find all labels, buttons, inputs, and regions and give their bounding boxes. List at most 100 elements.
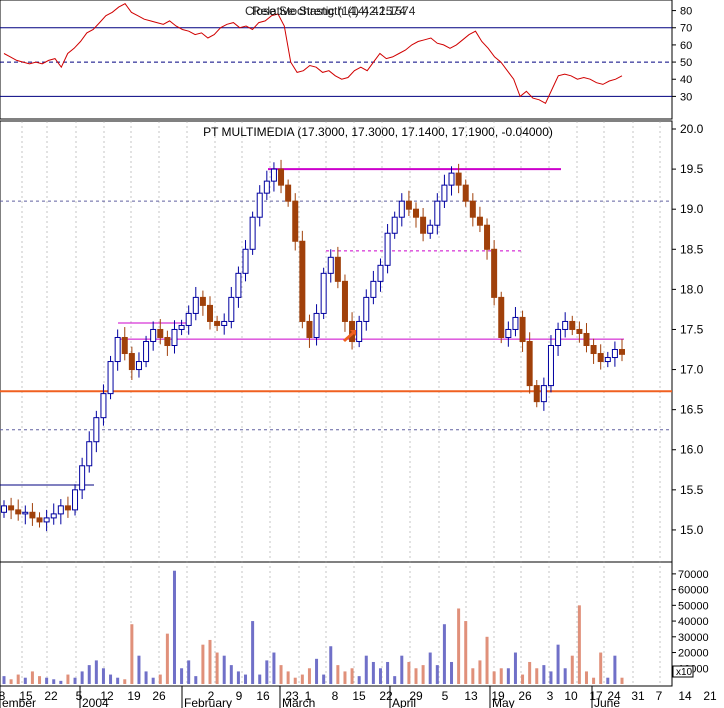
- rsi-series-line: [3, 3, 623, 104]
- volume-bar-62: [442, 624, 446, 684]
- candle-body-28: [199, 296, 206, 306]
- x-axis-labels: 8 15 22 5 12 19 26 2 9 16 23 1 8 15 22 29 5 13 19 26 3 10 17 24…: [0, 686, 717, 708]
- candle-body-35: [249, 216, 256, 250]
- candle-53: [377, 258, 384, 292]
- candle-body-62: [441, 184, 448, 202]
- candle-43: [306, 314, 313, 348]
- candle-32: [228, 286, 235, 329]
- volume-bar-6: [45, 677, 49, 684]
- volume-bar-31: [222, 655, 226, 684]
- candle-4: [29, 503, 36, 526]
- x-day-label-13: 15: [352, 689, 366, 703]
- volume-bar-33: [236, 671, 240, 684]
- volume-bar-3: [23, 677, 27, 684]
- candle-87: [619, 339, 625, 362]
- volume-bar-26: [187, 660, 191, 684]
- candle-80: [569, 315, 576, 336]
- candle-81: [576, 321, 583, 343]
- volume-bar-0: [2, 676, 6, 684]
- candle-2: [15, 499, 22, 521]
- volume-bar-16: [116, 677, 120, 684]
- volume-bars: [2, 570, 624, 684]
- candle-35: [249, 211, 256, 255]
- volume-bar-60: [428, 652, 432, 684]
- candle-62: [441, 174, 448, 208]
- candle-6: [43, 509, 50, 532]
- volume-tick-label-5: 20000: [678, 648, 709, 660]
- candle-54: [384, 224, 391, 274]
- volume-bar-2: [16, 674, 20, 684]
- volume-bar-69: [492, 671, 496, 684]
- vertical-grid: [21, 121, 661, 686]
- x-day-label-25: 7: [656, 689, 663, 703]
- candle-body-39: [278, 168, 285, 186]
- candle-82: [583, 323, 590, 353]
- volume-bar-87: [620, 677, 624, 684]
- volume-bar-15: [109, 674, 113, 684]
- volume-bar-13: [94, 660, 98, 684]
- x-day-label-24: 31: [631, 689, 645, 703]
- candle-body-4: [29, 511, 36, 519]
- candle-body-61: [434, 200, 441, 226]
- price-tick-label-0: 20.0: [680, 122, 704, 136]
- candle-body-13: [93, 417, 100, 443]
- x-month-label-1: 2004: [82, 696, 109, 708]
- x-day-label-9: 16: [256, 689, 270, 703]
- x-day-label-20: 3: [547, 689, 554, 703]
- candle-body-50: [356, 320, 363, 342]
- rsi-tick-label-2: 60: [680, 40, 692, 52]
- x-day-label-26: 14: [678, 689, 692, 703]
- candle-86: [611, 341, 618, 367]
- candle-3: [22, 505, 29, 525]
- volume-bar-50: [357, 676, 361, 684]
- volume-bar-80: [570, 655, 574, 684]
- candle-40: [285, 179, 292, 207]
- candle-51: [363, 289, 370, 331]
- candle-64: [455, 163, 462, 194]
- volume-bar-71: [506, 668, 510, 684]
- volume-bar-75: [535, 668, 539, 684]
- x-day-label-21: 10: [564, 689, 578, 703]
- x-month-label-4: April: [392, 696, 416, 708]
- candle-8: [57, 499, 64, 525]
- volume-bar-9: [66, 674, 70, 684]
- volume-bar-59: [421, 665, 425, 684]
- volume-bar-63: [450, 661, 454, 684]
- volume-bar-25: [180, 668, 184, 684]
- candle-body-51: [363, 296, 370, 322]
- candle-52: [370, 270, 377, 305]
- volume-bar-34: [244, 674, 248, 684]
- candle-body-68: [484, 224, 491, 250]
- candle-17: [121, 327, 128, 361]
- x-month-label-6: June: [594, 696, 620, 708]
- candle-body-87: [619, 349, 625, 355]
- candle-body-29: [207, 304, 213, 322]
- volume-panel-frame: [0, 561, 673, 687]
- volume-bar-85: [606, 677, 610, 684]
- volume-bar-65: [464, 621, 468, 684]
- candle-body-42: [299, 240, 306, 322]
- candle-body-82: [583, 332, 590, 347]
- volume-bar-35: [251, 621, 255, 684]
- volume-bar-44: [315, 658, 319, 684]
- x-month-label-0: ember: [2, 696, 36, 708]
- candle-56: [398, 193, 405, 227]
- x-day-label-11: 1: [305, 689, 312, 703]
- candle-body-74: [526, 340, 533, 387]
- volume-bar-51: [364, 655, 368, 684]
- volume-bar-78: [556, 644, 560, 684]
- candle-body-47: [334, 256, 341, 282]
- price-tick-label-4: 18.0: [680, 282, 704, 296]
- candle-20: [143, 335, 150, 368]
- volume-bar-5: [38, 676, 42, 684]
- volume-multiplier-box: [672, 665, 694, 678]
- candle-73: [519, 310, 526, 352]
- x-day-label-27: 21: [703, 689, 717, 703]
- candle-body-57: [405, 200, 412, 210]
- candle-body-56: [398, 200, 405, 218]
- volume-bar-79: [563, 668, 567, 684]
- candle-15: [107, 355, 114, 400]
- candle-37: [263, 170, 270, 200]
- candle-30: [214, 315, 221, 332]
- candle-body-71: [505, 328, 512, 338]
